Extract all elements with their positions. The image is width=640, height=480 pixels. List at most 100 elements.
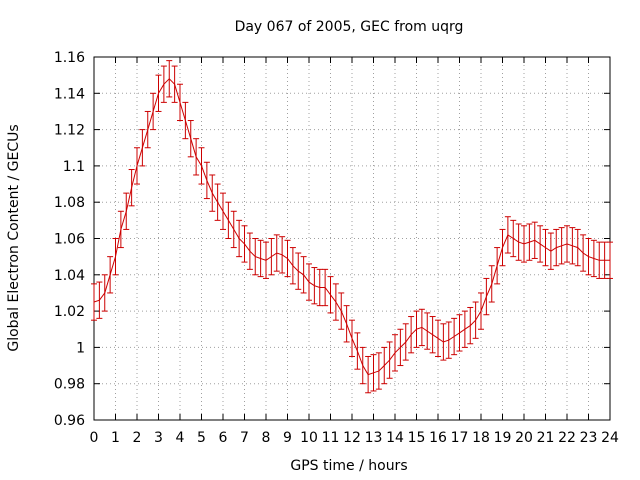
data-point (241, 225, 248, 263)
x-tick-label: 20 (515, 430, 533, 446)
gec-series (91, 60, 613, 394)
data-point (381, 346, 388, 385)
data-point (499, 228, 506, 267)
data-point (155, 74, 162, 112)
data-point (128, 169, 135, 207)
data-point (542, 228, 549, 267)
data-point (177, 83, 183, 122)
axis-ticks (93, 56, 611, 421)
data-point (139, 129, 146, 167)
data-point (236, 219, 243, 258)
data-point (150, 92, 157, 131)
y-tick-label: 1.08 (54, 195, 85, 211)
data-point (547, 232, 554, 270)
data-point (537, 225, 544, 263)
data-point (408, 316, 415, 354)
data-point (349, 319, 355, 357)
x-tick-label: 2 (133, 430, 142, 446)
data-point (483, 277, 490, 316)
x-tick-label: 17 (451, 430, 469, 446)
data-point (338, 292, 345, 330)
data-point (332, 283, 339, 321)
x-tick-label: 5 (197, 430, 206, 446)
data-point (359, 346, 366, 385)
y-tick-label: 1.02 (54, 304, 85, 320)
data-point (144, 110, 151, 149)
data-point (295, 252, 302, 290)
data-point (601, 241, 608, 279)
data-point (117, 210, 124, 249)
data-point (316, 268, 323, 307)
data-point (289, 247, 296, 285)
x-tick-label: 13 (365, 430, 383, 446)
y-tick-label: 1.1 (63, 159, 85, 175)
data-point (96, 281, 103, 319)
data-point (467, 306, 474, 345)
data-point (375, 352, 382, 390)
data-point (198, 147, 205, 185)
data-point (252, 238, 259, 276)
data-point (112, 238, 119, 276)
y-tick-label: 1.16 (54, 50, 85, 66)
data-point (418, 308, 425, 347)
data-point (279, 236, 286, 274)
data-point (214, 183, 221, 221)
data-point (327, 276, 334, 314)
y-tick-label: 1.14 (54, 86, 85, 102)
x-tick-label: 6 (219, 430, 228, 446)
data-point (515, 223, 522, 261)
data-point (494, 247, 501, 285)
data-point (553, 228, 560, 267)
data-point (451, 317, 458, 356)
x-tick-label: 19 (494, 430, 512, 446)
data-point (531, 221, 538, 259)
data-point (257, 239, 264, 278)
data-point (596, 241, 603, 279)
x-tick-label: 18 (472, 430, 490, 446)
data-point (225, 201, 232, 239)
x-tick-label: 7 (240, 430, 249, 446)
x-tick-label: 11 (322, 430, 340, 446)
data-point (558, 227, 565, 265)
data-point (107, 256, 114, 294)
data-point (590, 239, 597, 278)
data-point (311, 267, 318, 305)
x-tick-label: 22 (558, 430, 576, 446)
x-tick-label: 23 (580, 430, 598, 446)
x-tick-label: 9 (283, 430, 292, 446)
x-tick-label: 3 (154, 430, 163, 446)
data-point (504, 216, 511, 254)
y-tick-label: 1.12 (54, 123, 85, 139)
data-point (392, 334, 398, 372)
data-point (445, 321, 452, 359)
data-point (386, 341, 393, 379)
data-point (413, 310, 420, 348)
data-point (402, 323, 409, 361)
data-point (230, 210, 237, 249)
data-point (365, 355, 372, 394)
grid-lines (94, 57, 610, 420)
data-point (193, 138, 200, 176)
data-point (461, 310, 468, 348)
data-point (166, 60, 173, 98)
data-point (574, 228, 581, 267)
data-point (209, 174, 216, 212)
y-tick-label: 0.96 (54, 413, 85, 429)
data-point (564, 225, 570, 263)
y-tick-label: 1.04 (54, 268, 85, 284)
data-point (585, 238, 592, 276)
data-point (273, 234, 280, 272)
data-point (478, 292, 484, 330)
data-point (435, 319, 441, 357)
data-point (220, 192, 226, 230)
data-point (521, 225, 527, 263)
data-point (526, 223, 533, 261)
data-point (284, 239, 291, 278)
data-point (187, 120, 194, 158)
x-tick-labels: 0 1 2 3 4 5 6 7 8 9 10 11 12 13 14 15 16 17 18 19 20 21 22 23 24 (90, 430, 619, 446)
data-point (101, 274, 108, 312)
x-tick-label: 4 (176, 430, 185, 446)
data-point (134, 147, 140, 185)
data-point (424, 312, 431, 350)
data-point (171, 65, 178, 103)
